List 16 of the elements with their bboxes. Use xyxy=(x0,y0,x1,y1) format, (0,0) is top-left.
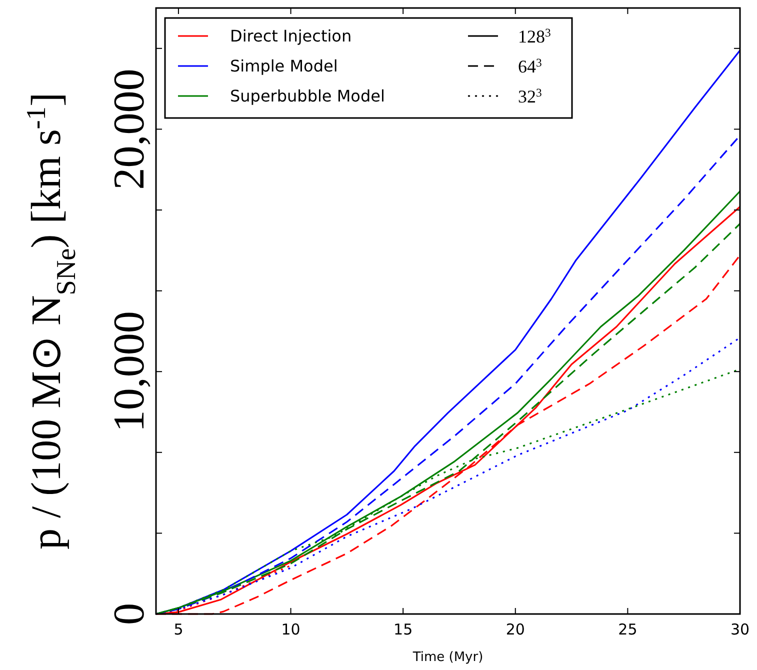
x-axis-title: Time (Myr) xyxy=(412,650,484,665)
legend-label: Simple Model xyxy=(230,56,338,76)
legend-label: Superbubble Model xyxy=(230,86,385,106)
x-tick-label: 30 xyxy=(730,620,750,639)
annotation: 32$^{3}$ xyxy=(518,86,542,106)
y-tick-label: 10,000 xyxy=(104,311,154,432)
y-tick-label: 20,000 xyxy=(104,68,154,190)
legend-label: Direct Injection xyxy=(230,26,352,46)
x-tick-label: 15 xyxy=(394,620,413,639)
annotation: 64$^{3}$ xyxy=(518,56,542,76)
y-tick-label: 0 xyxy=(104,603,154,625)
x-tick-label: 10 xyxy=(281,620,300,639)
annotation: 128$^{3}$ xyxy=(518,26,551,46)
x-tick-label: 20 xyxy=(506,620,525,639)
x-tick-label: 5 xyxy=(174,620,184,639)
x-tick-label: 25 xyxy=(618,620,638,639)
